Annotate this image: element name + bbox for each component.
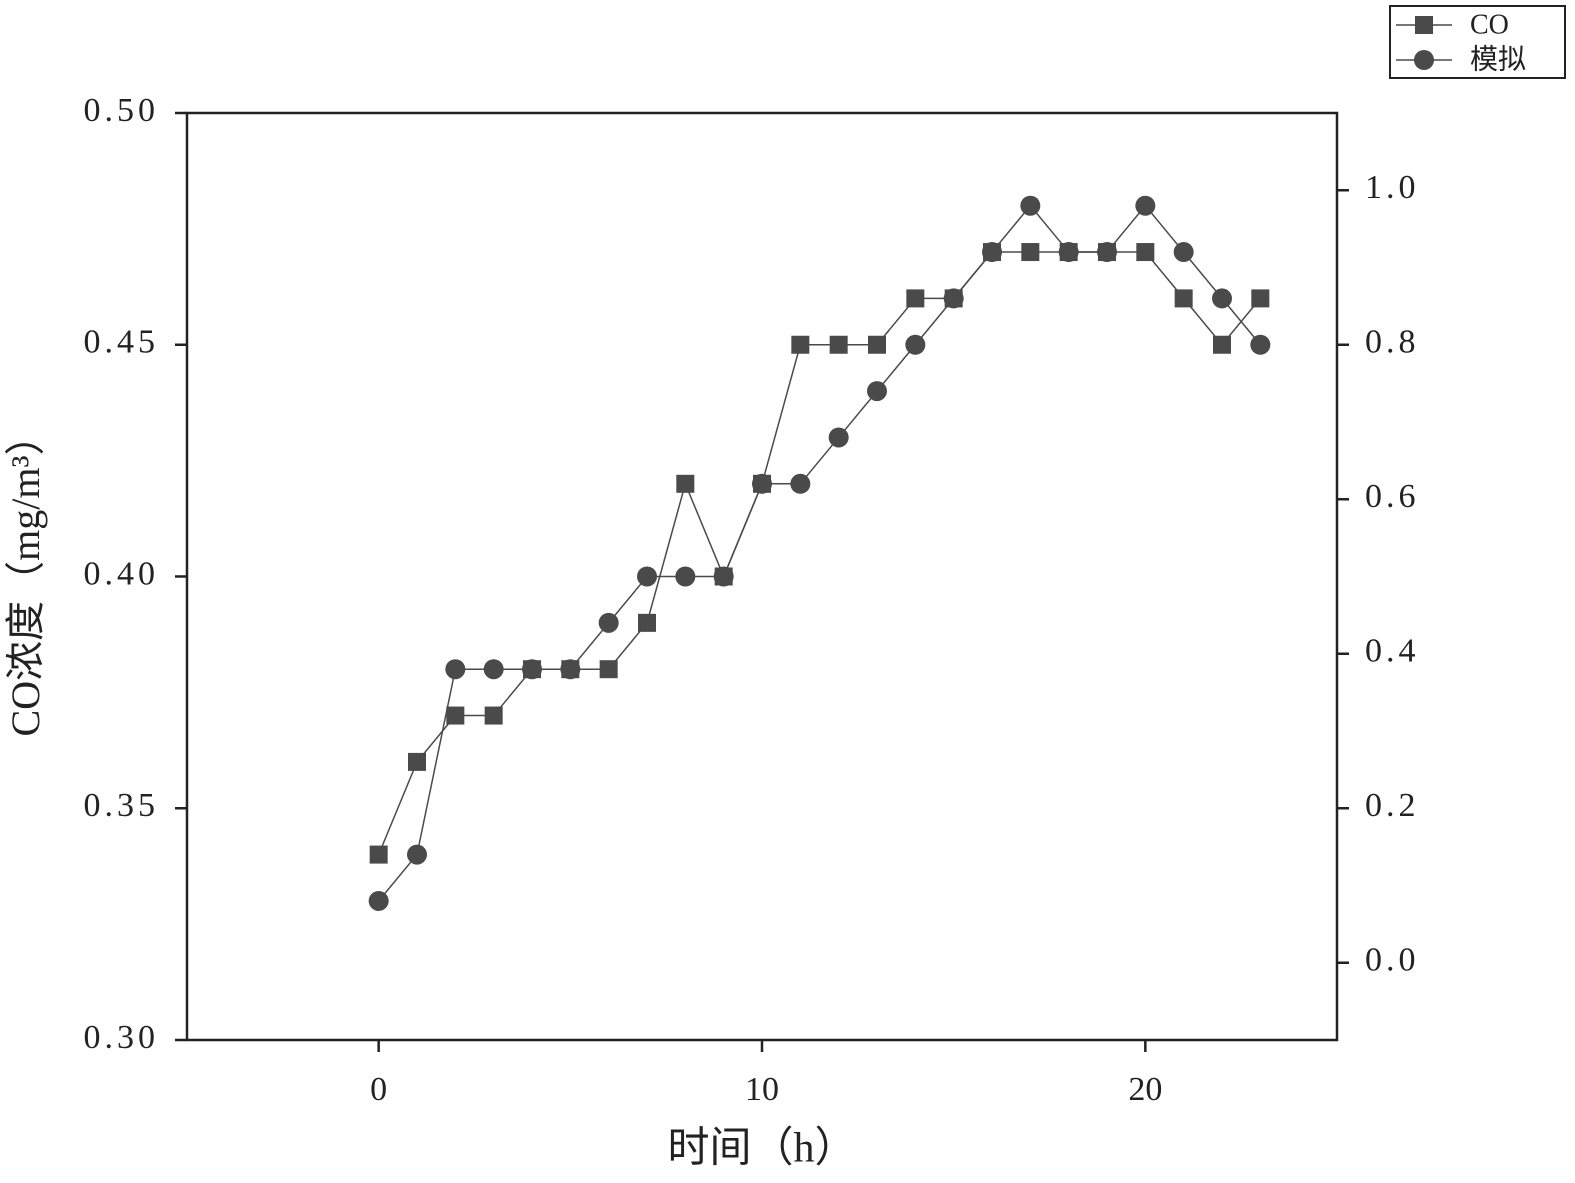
data-point <box>1250 334 1271 355</box>
data-point <box>1058 242 1079 263</box>
data-point <box>637 566 657 587</box>
x-tick-label: 0 <box>370 1071 387 1108</box>
data-point <box>1213 335 1231 354</box>
legend-label: CO <box>1470 9 1509 40</box>
data-point <box>522 659 542 680</box>
data-point <box>1173 242 1194 263</box>
x-tick-label: 10 <box>745 1071 779 1108</box>
y2-tick-label: 0.8 <box>1365 324 1420 361</box>
x-tick-label: 20 <box>1128 1071 1162 1108</box>
y-axis-title: CO浓度（mg/m³） <box>3 416 48 737</box>
data-point <box>599 660 618 679</box>
data-point <box>368 890 389 911</box>
y2-tick-label: 0.4 <box>1365 633 1420 670</box>
y-tick-label: 0.50 <box>84 92 160 129</box>
data-point <box>1136 243 1155 262</box>
legend-label: 模拟 <box>1470 43 1526 75</box>
data-point <box>560 659 581 680</box>
plot-frame <box>185 111 1339 1042</box>
data-point <box>676 474 695 493</box>
data-point <box>446 706 465 725</box>
y2-tick-label: 0.0 <box>1365 942 1420 979</box>
data-point <box>408 752 426 771</box>
data-point <box>905 334 926 355</box>
data-point <box>713 566 734 587</box>
data-point <box>868 335 886 354</box>
series-line <box>377 251 1261 855</box>
data-point <box>445 659 466 680</box>
data-point <box>1212 288 1232 309</box>
data-point <box>1021 243 1040 262</box>
y-tick-label: 0.30 <box>84 1019 160 1056</box>
data-point <box>943 288 964 309</box>
data-point <box>982 242 1002 263</box>
data-point <box>791 335 810 354</box>
data-point <box>790 473 811 494</box>
data-point <box>1020 195 1041 216</box>
y-tick-label: 0.35 <box>84 787 160 824</box>
data-point <box>483 659 504 680</box>
legend-marker <box>1415 16 1433 34</box>
y-tick-label: 0.40 <box>84 555 160 592</box>
data-point <box>829 335 848 354</box>
data-point <box>867 381 887 402</box>
data-point <box>1135 195 1156 216</box>
y2-tick-label: 0.2 <box>1365 787 1420 824</box>
data-point <box>484 706 503 725</box>
y2-tick-label: 0.6 <box>1365 478 1420 515</box>
data-point <box>598 612 619 633</box>
data-point <box>752 473 772 494</box>
data-point <box>407 844 427 865</box>
data-point <box>638 613 656 632</box>
data-point <box>828 427 849 448</box>
y-tick-label: 0.45 <box>84 324 160 361</box>
data-point <box>675 566 696 587</box>
data-point <box>369 845 388 864</box>
data-point <box>1251 289 1270 308</box>
data-point <box>1174 289 1193 308</box>
y2-tick-label: 1.0 <box>1365 169 1420 206</box>
data-point <box>906 289 925 308</box>
legend-marker <box>1414 50 1434 70</box>
x-axis-title: 时间（h） <box>667 1126 856 1172</box>
series-line <box>378 204 1261 902</box>
data-point <box>1097 242 1117 263</box>
